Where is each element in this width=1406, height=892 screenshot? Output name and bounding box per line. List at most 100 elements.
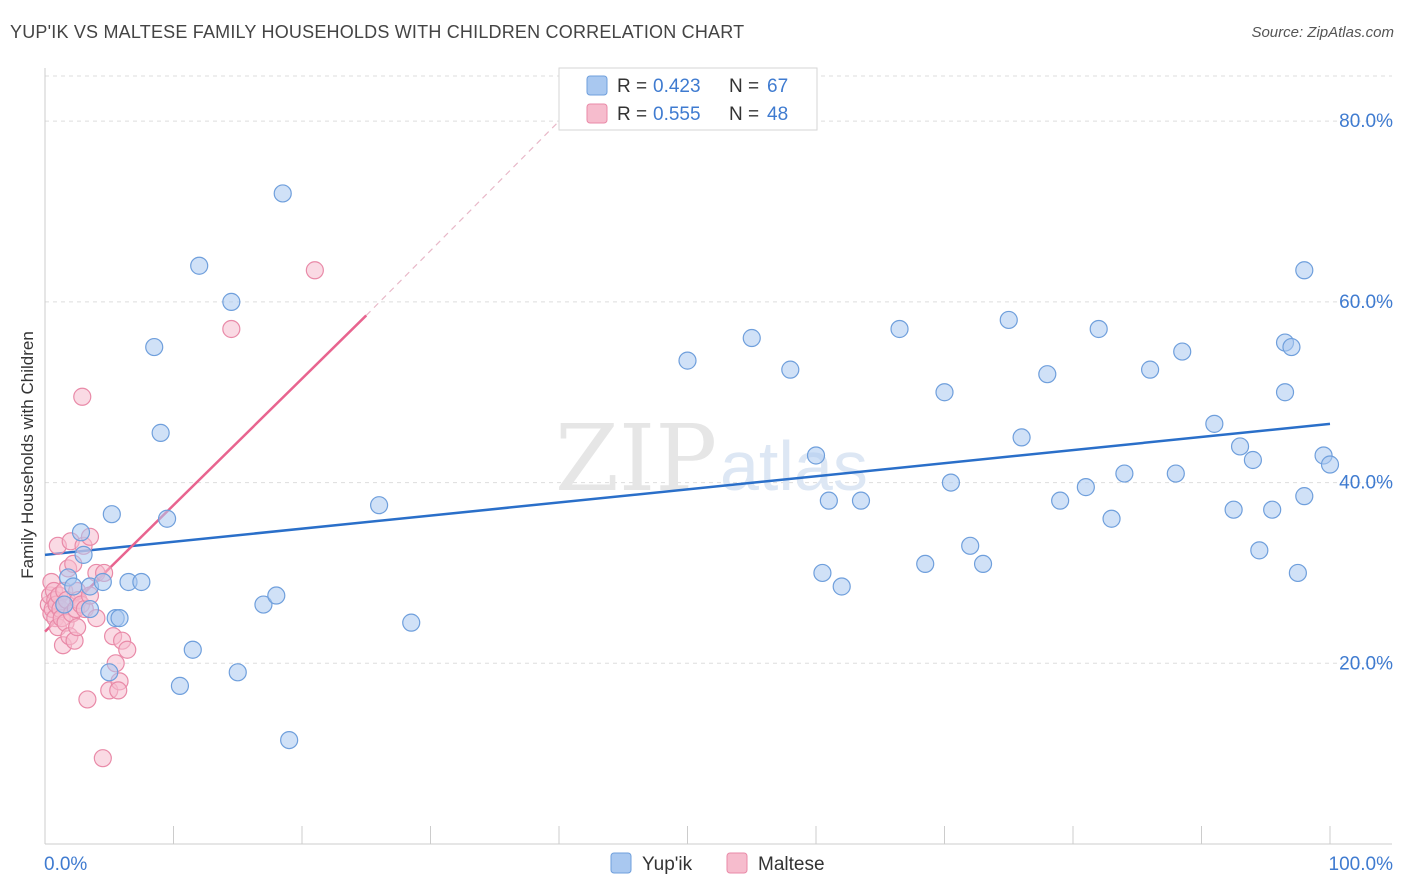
legend-r-label-yupik: R = <box>617 76 647 97</box>
yupik-point <box>999 310 1018 330</box>
yupik-point <box>1320 455 1340 474</box>
yupik-point <box>64 577 83 596</box>
x-tick-label: 0.0% <box>44 854 87 875</box>
correlation-legend: R = 0.423 N = 67 R = 0.555 N = 48 <box>558 67 818 131</box>
x-tick-label: 100.0% <box>1329 854 1394 875</box>
yupik-point <box>222 292 241 311</box>
yupik-point <box>678 351 697 370</box>
grid-lines <box>45 75 1392 664</box>
yupik-point <box>1051 491 1070 510</box>
yupik-point <box>890 319 909 339</box>
yupik-point <box>1115 464 1134 483</box>
legend-n-value-maltese: 48 <box>767 104 788 125</box>
legend-r-label-maltese: R = <box>617 104 647 125</box>
yupik-point <box>935 383 954 402</box>
yupik-point <box>273 184 292 203</box>
yupik-point <box>100 663 119 682</box>
yupik-point <box>370 496 389 515</box>
yupik-point <box>1076 478 1095 497</box>
yupik-point <box>110 609 129 628</box>
series-legend-swatch-maltese <box>726 852 748 874</box>
yupik-point <box>145 337 164 357</box>
yupik-point <box>1282 337 1301 357</box>
legend-r-value-maltese: 0.555 <box>653 104 701 125</box>
axes: 20.0% 40.0% 60.0% 80.0% 0.0% 100.0% <box>44 68 1393 875</box>
yupik-point <box>813 563 832 583</box>
yupik-point <box>80 599 100 619</box>
yupik-point <box>1038 365 1057 384</box>
series-legend-swatch-yupik <box>610 852 632 874</box>
yupik-point <box>183 640 202 659</box>
yupik-point <box>1275 383 1295 402</box>
yupik-point <box>1173 342 1192 361</box>
maltese-point <box>109 681 128 700</box>
legend-r-value-yupik: 0.423 <box>653 76 701 97</box>
yupik-point <box>170 676 190 695</box>
yupik-point <box>132 572 151 592</box>
yupik-point <box>1250 541 1269 560</box>
chart-source: Source: ZipAtlas.com <box>1251 24 1394 41</box>
yupik-point <box>941 473 961 492</box>
yupik-point <box>1012 428 1031 447</box>
yupik-point <box>851 491 871 510</box>
legend-swatch-maltese <box>586 103 608 124</box>
watermark-atlas: atlas <box>720 427 868 505</box>
yupik-point <box>280 730 299 750</box>
legend-n-label-yupik: N = <box>729 76 759 97</box>
yupik-point <box>74 545 93 564</box>
yupik-trend-line <box>44 422 1331 557</box>
series-legend-label-maltese: Maltese <box>758 854 825 875</box>
yupik-point <box>1295 487 1314 506</box>
legend-swatch-yupik <box>586 75 608 96</box>
yupik-point <box>1230 437 1250 456</box>
maltese-point <box>78 690 97 709</box>
yupik-point <box>151 423 170 442</box>
yupik-point <box>55 595 74 614</box>
yupik-point <box>402 613 421 632</box>
data-points <box>39 184 1340 768</box>
yupik-point <box>1224 500 1243 519</box>
maltese-point <box>68 618 87 637</box>
maltese-point <box>222 319 241 339</box>
yupik-point <box>916 554 935 574</box>
maltese-trend-extension <box>365 120 560 316</box>
maltese-point <box>93 749 112 768</box>
maltese-point <box>305 261 324 280</box>
chart-title: YUP'IK VS MALTESE FAMILY HOUSEHOLDS WITH… <box>10 22 745 42</box>
yupik-point <box>961 536 980 555</box>
maltese-point <box>118 640 137 659</box>
y-tick-label: 80.0% <box>1339 111 1393 132</box>
yupik-point <box>190 256 209 275</box>
yupik-point <box>819 491 838 510</box>
yupik-point <box>1243 450 1263 470</box>
yupik-point <box>1205 414 1224 433</box>
yupik-point <box>1295 261 1314 280</box>
legend-n-label-maltese: N = <box>729 104 759 125</box>
legend-n-value-yupik: 67 <box>767 76 788 97</box>
yupik-point <box>102 505 121 524</box>
maltese-point <box>73 387 92 406</box>
yupik-point <box>71 523 91 542</box>
yupik-point <box>1166 464 1185 483</box>
yupik-point <box>1102 509 1121 528</box>
yupik-point <box>1140 360 1160 379</box>
yupik-point <box>806 446 826 465</box>
y-tick-label: 60.0% <box>1339 292 1393 313</box>
trend-lines <box>44 120 1331 633</box>
yupik-point <box>973 554 993 574</box>
watermark-zip: ZIP <box>555 405 717 512</box>
yupik-point <box>1089 319 1108 339</box>
yupik-point <box>157 509 177 528</box>
series-legend-label-yupik: Yup'ik <box>642 854 693 875</box>
y-tick-label: 40.0% <box>1339 473 1393 494</box>
yupik-point <box>832 577 851 596</box>
yupik-point <box>742 328 761 348</box>
yupik-point <box>1263 500 1282 519</box>
yupik-point <box>1288 563 1307 583</box>
series-legend: Yup'ik Maltese <box>610 852 825 875</box>
yupik-point <box>781 360 800 379</box>
yupik-point <box>228 663 247 682</box>
yupik-point <box>93 572 112 592</box>
yupik-point <box>254 595 273 614</box>
